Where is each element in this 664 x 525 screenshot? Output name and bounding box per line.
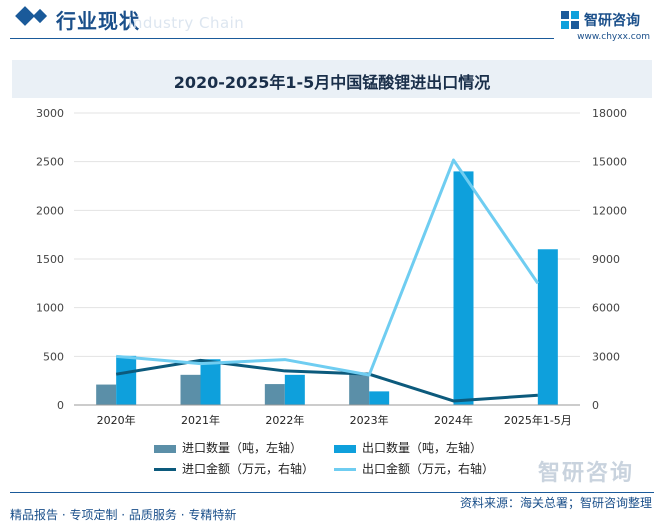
- chart-grid: [74, 112, 580, 357]
- x-tick-label: 2024年: [434, 413, 473, 427]
- left-tick-label: 2000: [36, 204, 64, 217]
- left-tick-label: 1000: [36, 302, 64, 315]
- x-tick-label: 2020年: [97, 413, 136, 427]
- brand-url: www.chyxx.com: [577, 32, 650, 42]
- left-tick-label: 500: [43, 350, 64, 363]
- right-tick-label: 3000: [592, 350, 620, 363]
- left-axis-ticks: 0 500 1000 1500 2000 2500 3000: [36, 107, 64, 412]
- x-tick-label: 2023年: [350, 413, 389, 427]
- right-tick-label: 12000: [592, 204, 627, 217]
- brand-name: 智研咨询: [584, 13, 640, 29]
- export-qty-bar: [537, 249, 558, 405]
- right-tick-label: 18000: [592, 107, 627, 120]
- chart-lines: [115, 158, 540, 403]
- import-qty-bar: [264, 384, 285, 405]
- export-qty-bar: [116, 355, 137, 405]
- export-qty-bar: [284, 374, 305, 405]
- brand-watermark: 智研咨询: [537, 461, 634, 486]
- export-value-line: [116, 158, 540, 377]
- brand-logo-icon: [561, 11, 579, 29]
- chart-bars: [96, 171, 558, 405]
- export-qty-bar: [200, 359, 221, 405]
- left-tick-label: 2500: [36, 156, 64, 169]
- left-tick-label: 0: [57, 399, 64, 412]
- x-tick-label: 2021年: [181, 413, 220, 427]
- page-footer: 精品报告 · 专项定制 · 品质服务 · 专精特新 资料来源：海关总署；智研咨询…: [0, 492, 664, 525]
- right-tick-label: 6000: [592, 302, 620, 315]
- header-divider: [10, 38, 554, 39]
- right-tick-label: 0: [592, 399, 599, 412]
- right-tick-label: 9000: [592, 253, 620, 266]
- section-ghost-text: Industry Chain: [128, 14, 245, 32]
- footer-tags: 精品报告 · 专项定制 · 品质服务 · 专精特新: [10, 508, 237, 522]
- x-tick-label: 2025年1-5月: [504, 413, 572, 427]
- page-header: 行业现状 Industry Chain: [0, 0, 664, 44]
- section-title: 行业现状: [56, 9, 140, 33]
- brand-block: 智研咨询 www.chyxx.com: [560, 10, 650, 44]
- import-qty-bar: [96, 384, 117, 405]
- export-qty-bar: [453, 171, 474, 405]
- chart-title: 2020-2025年1-5月中国锰酸锂进出口情况: [173, 73, 491, 92]
- x-axis-ticks: 2020年 2021年 2022年 2023年 2024年 2025年1-5月: [97, 413, 572, 427]
- left-tick-label: 1500: [36, 253, 64, 266]
- export-qty-bar: [369, 391, 390, 405]
- left-tick-label: 3000: [36, 107, 64, 120]
- footer-divider: [10, 492, 654, 493]
- footer-source: 资料来源：海关总署；智研咨询整理: [459, 496, 652, 510]
- chart-title-band: 2020-2025年1-5月中国锰酸锂进出口情况: [12, 60, 652, 98]
- right-axis-ticks: 0 3000 6000 9000 12000 15000 18000: [592, 107, 627, 412]
- x-tick-label: 2022年: [265, 413, 304, 427]
- right-tick-label: 15000: [592, 156, 627, 169]
- import-qty-bar: [180, 374, 201, 405]
- import-qty-bar: [349, 372, 370, 405]
